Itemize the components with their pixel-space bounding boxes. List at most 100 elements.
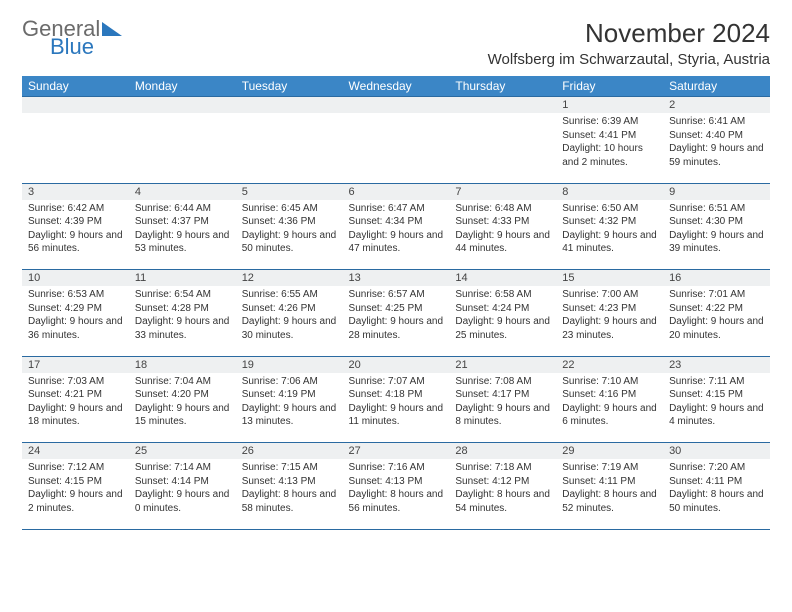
sunrise-text: Sunrise: 7:04 AM [135,375,230,389]
day-cell: Sunrise: 6:42 AMSunset: 4:39 PMDaylight:… [22,200,129,270]
day-number: 15 [556,270,663,287]
sunset-text: Sunset: 4:34 PM [349,215,444,229]
day-cell: Sunrise: 7:16 AMSunset: 4:13 PMDaylight:… [343,459,450,529]
day-number [22,97,129,114]
day-cell [343,113,450,183]
day-number: 24 [22,443,129,460]
daylight-text: Daylight: 9 hours and 13 minutes. [242,402,337,429]
sunset-text: Sunset: 4:19 PM [242,388,337,402]
day-cell [22,113,129,183]
sunrise-text: Sunrise: 6:44 AM [135,202,230,216]
dayhead-monday: Monday [129,76,236,97]
day-number: 28 [449,443,556,460]
week-daynum-row: 12 [22,97,770,114]
day-cell: Sunrise: 6:41 AMSunset: 4:40 PMDaylight:… [663,113,770,183]
daylight-text: Daylight: 9 hours and 47 minutes. [349,229,444,256]
sunset-text: Sunset: 4:26 PM [242,302,337,316]
dayhead-saturday: Saturday [663,76,770,97]
day-cell: Sunrise: 6:45 AMSunset: 4:36 PMDaylight:… [236,200,343,270]
sunset-text: Sunset: 4:15 PM [28,475,123,489]
week-data-row: Sunrise: 7:03 AMSunset: 4:21 PMDaylight:… [22,373,770,443]
day-cell: Sunrise: 7:19 AMSunset: 4:11 PMDaylight:… [556,459,663,529]
day-cell [236,113,343,183]
day-number: 14 [449,270,556,287]
day-cell: Sunrise: 7:12 AMSunset: 4:15 PMDaylight:… [22,459,129,529]
daylight-text: Daylight: 9 hours and 8 minutes. [455,402,550,429]
brand-logo: GeneralBlue [22,18,122,58]
sunrise-text: Sunrise: 7:16 AM [349,461,444,475]
day-cell: Sunrise: 7:15 AMSunset: 4:13 PMDaylight:… [236,459,343,529]
sunset-text: Sunset: 4:12 PM [455,475,550,489]
day-cell: Sunrise: 7:07 AMSunset: 4:18 PMDaylight:… [343,373,450,443]
day-number: 6 [343,183,450,200]
week-daynum-row: 24252627282930 [22,443,770,460]
sunrise-text: Sunrise: 7:07 AM [349,375,444,389]
sunset-text: Sunset: 4:28 PM [135,302,230,316]
sunset-text: Sunset: 4:37 PM [135,215,230,229]
day-cell: Sunrise: 7:06 AMSunset: 4:19 PMDaylight:… [236,373,343,443]
day-cell: Sunrise: 6:54 AMSunset: 4:28 PMDaylight:… [129,286,236,356]
day-number: 22 [556,356,663,373]
day-cell: Sunrise: 7:18 AMSunset: 4:12 PMDaylight:… [449,459,556,529]
sunrise-text: Sunrise: 7:10 AM [562,375,657,389]
sunrise-text: Sunrise: 6:57 AM [349,288,444,302]
daylight-text: Daylight: 8 hours and 54 minutes. [455,488,550,515]
day-cell: Sunrise: 6:48 AMSunset: 4:33 PMDaylight:… [449,200,556,270]
day-cell: Sunrise: 7:14 AMSunset: 4:14 PMDaylight:… [129,459,236,529]
daylight-text: Daylight: 9 hours and 53 minutes. [135,229,230,256]
sunrise-text: Sunrise: 6:41 AM [669,115,764,129]
day-number: 12 [236,270,343,287]
daylight-text: Daylight: 8 hours and 50 minutes. [669,488,764,515]
sunrise-text: Sunrise: 7:19 AM [562,461,657,475]
day-cell: Sunrise: 6:51 AMSunset: 4:30 PMDaylight:… [663,200,770,270]
title-block: November 2024 Wolfsberg im Schwarzautal,… [488,18,770,68]
sunset-text: Sunset: 4:11 PM [562,475,657,489]
daylight-text: Daylight: 9 hours and 30 minutes. [242,315,337,342]
sunrise-text: Sunrise: 6:54 AM [135,288,230,302]
week-data-row: Sunrise: 6:53 AMSunset: 4:29 PMDaylight:… [22,286,770,356]
sunset-text: Sunset: 4:39 PM [28,215,123,229]
daylight-text: Daylight: 9 hours and 44 minutes. [455,229,550,256]
sunset-text: Sunset: 4:25 PM [349,302,444,316]
day-number: 13 [343,270,450,287]
day-number: 18 [129,356,236,373]
daylight-text: Daylight: 8 hours and 56 minutes. [349,488,444,515]
day-cell: Sunrise: 6:53 AMSunset: 4:29 PMDaylight:… [22,286,129,356]
sunrise-text: Sunrise: 7:00 AM [562,288,657,302]
day-number: 3 [22,183,129,200]
location: Wolfsberg im Schwarzautal, Styria, Austr… [488,51,770,68]
dayhead-wednesday: Wednesday [343,76,450,97]
sunrise-text: Sunrise: 7:08 AM [455,375,550,389]
dayhead-sunday: Sunday [22,76,129,97]
day-number: 26 [236,443,343,460]
day-number: 25 [129,443,236,460]
sunset-text: Sunset: 4:30 PM [669,215,764,229]
sunset-text: Sunset: 4:22 PM [669,302,764,316]
daylight-text: Daylight: 9 hours and 25 minutes. [455,315,550,342]
day-number: 30 [663,443,770,460]
day-cell: Sunrise: 7:08 AMSunset: 4:17 PMDaylight:… [449,373,556,443]
day-header-row: Sunday Monday Tuesday Wednesday Thursday… [22,76,770,97]
day-cell: Sunrise: 7:10 AMSunset: 4:16 PMDaylight:… [556,373,663,443]
sunset-text: Sunset: 4:20 PM [135,388,230,402]
daylight-text: Daylight: 9 hours and 56 minutes. [28,229,123,256]
sunset-text: Sunset: 4:21 PM [28,388,123,402]
day-number [129,97,236,114]
sunrise-text: Sunrise: 6:53 AM [28,288,123,302]
sunrise-text: Sunrise: 6:50 AM [562,202,657,216]
day-number: 4 [129,183,236,200]
day-number: 1 [556,97,663,114]
sunset-text: Sunset: 4:13 PM [349,475,444,489]
daylight-text: Daylight: 9 hours and 39 minutes. [669,229,764,256]
sunset-text: Sunset: 4:11 PM [669,475,764,489]
day-cell: Sunrise: 7:11 AMSunset: 4:15 PMDaylight:… [663,373,770,443]
sunrise-text: Sunrise: 7:11 AM [669,375,764,389]
day-number: 16 [663,270,770,287]
day-number: 21 [449,356,556,373]
day-cell: Sunrise: 7:00 AMSunset: 4:23 PMDaylight:… [556,286,663,356]
sunrise-text: Sunrise: 6:48 AM [455,202,550,216]
sunrise-text: Sunrise: 6:42 AM [28,202,123,216]
daylight-text: Daylight: 8 hours and 52 minutes. [562,488,657,515]
week-daynum-row: 17181920212223 [22,356,770,373]
day-cell: Sunrise: 7:03 AMSunset: 4:21 PMDaylight:… [22,373,129,443]
